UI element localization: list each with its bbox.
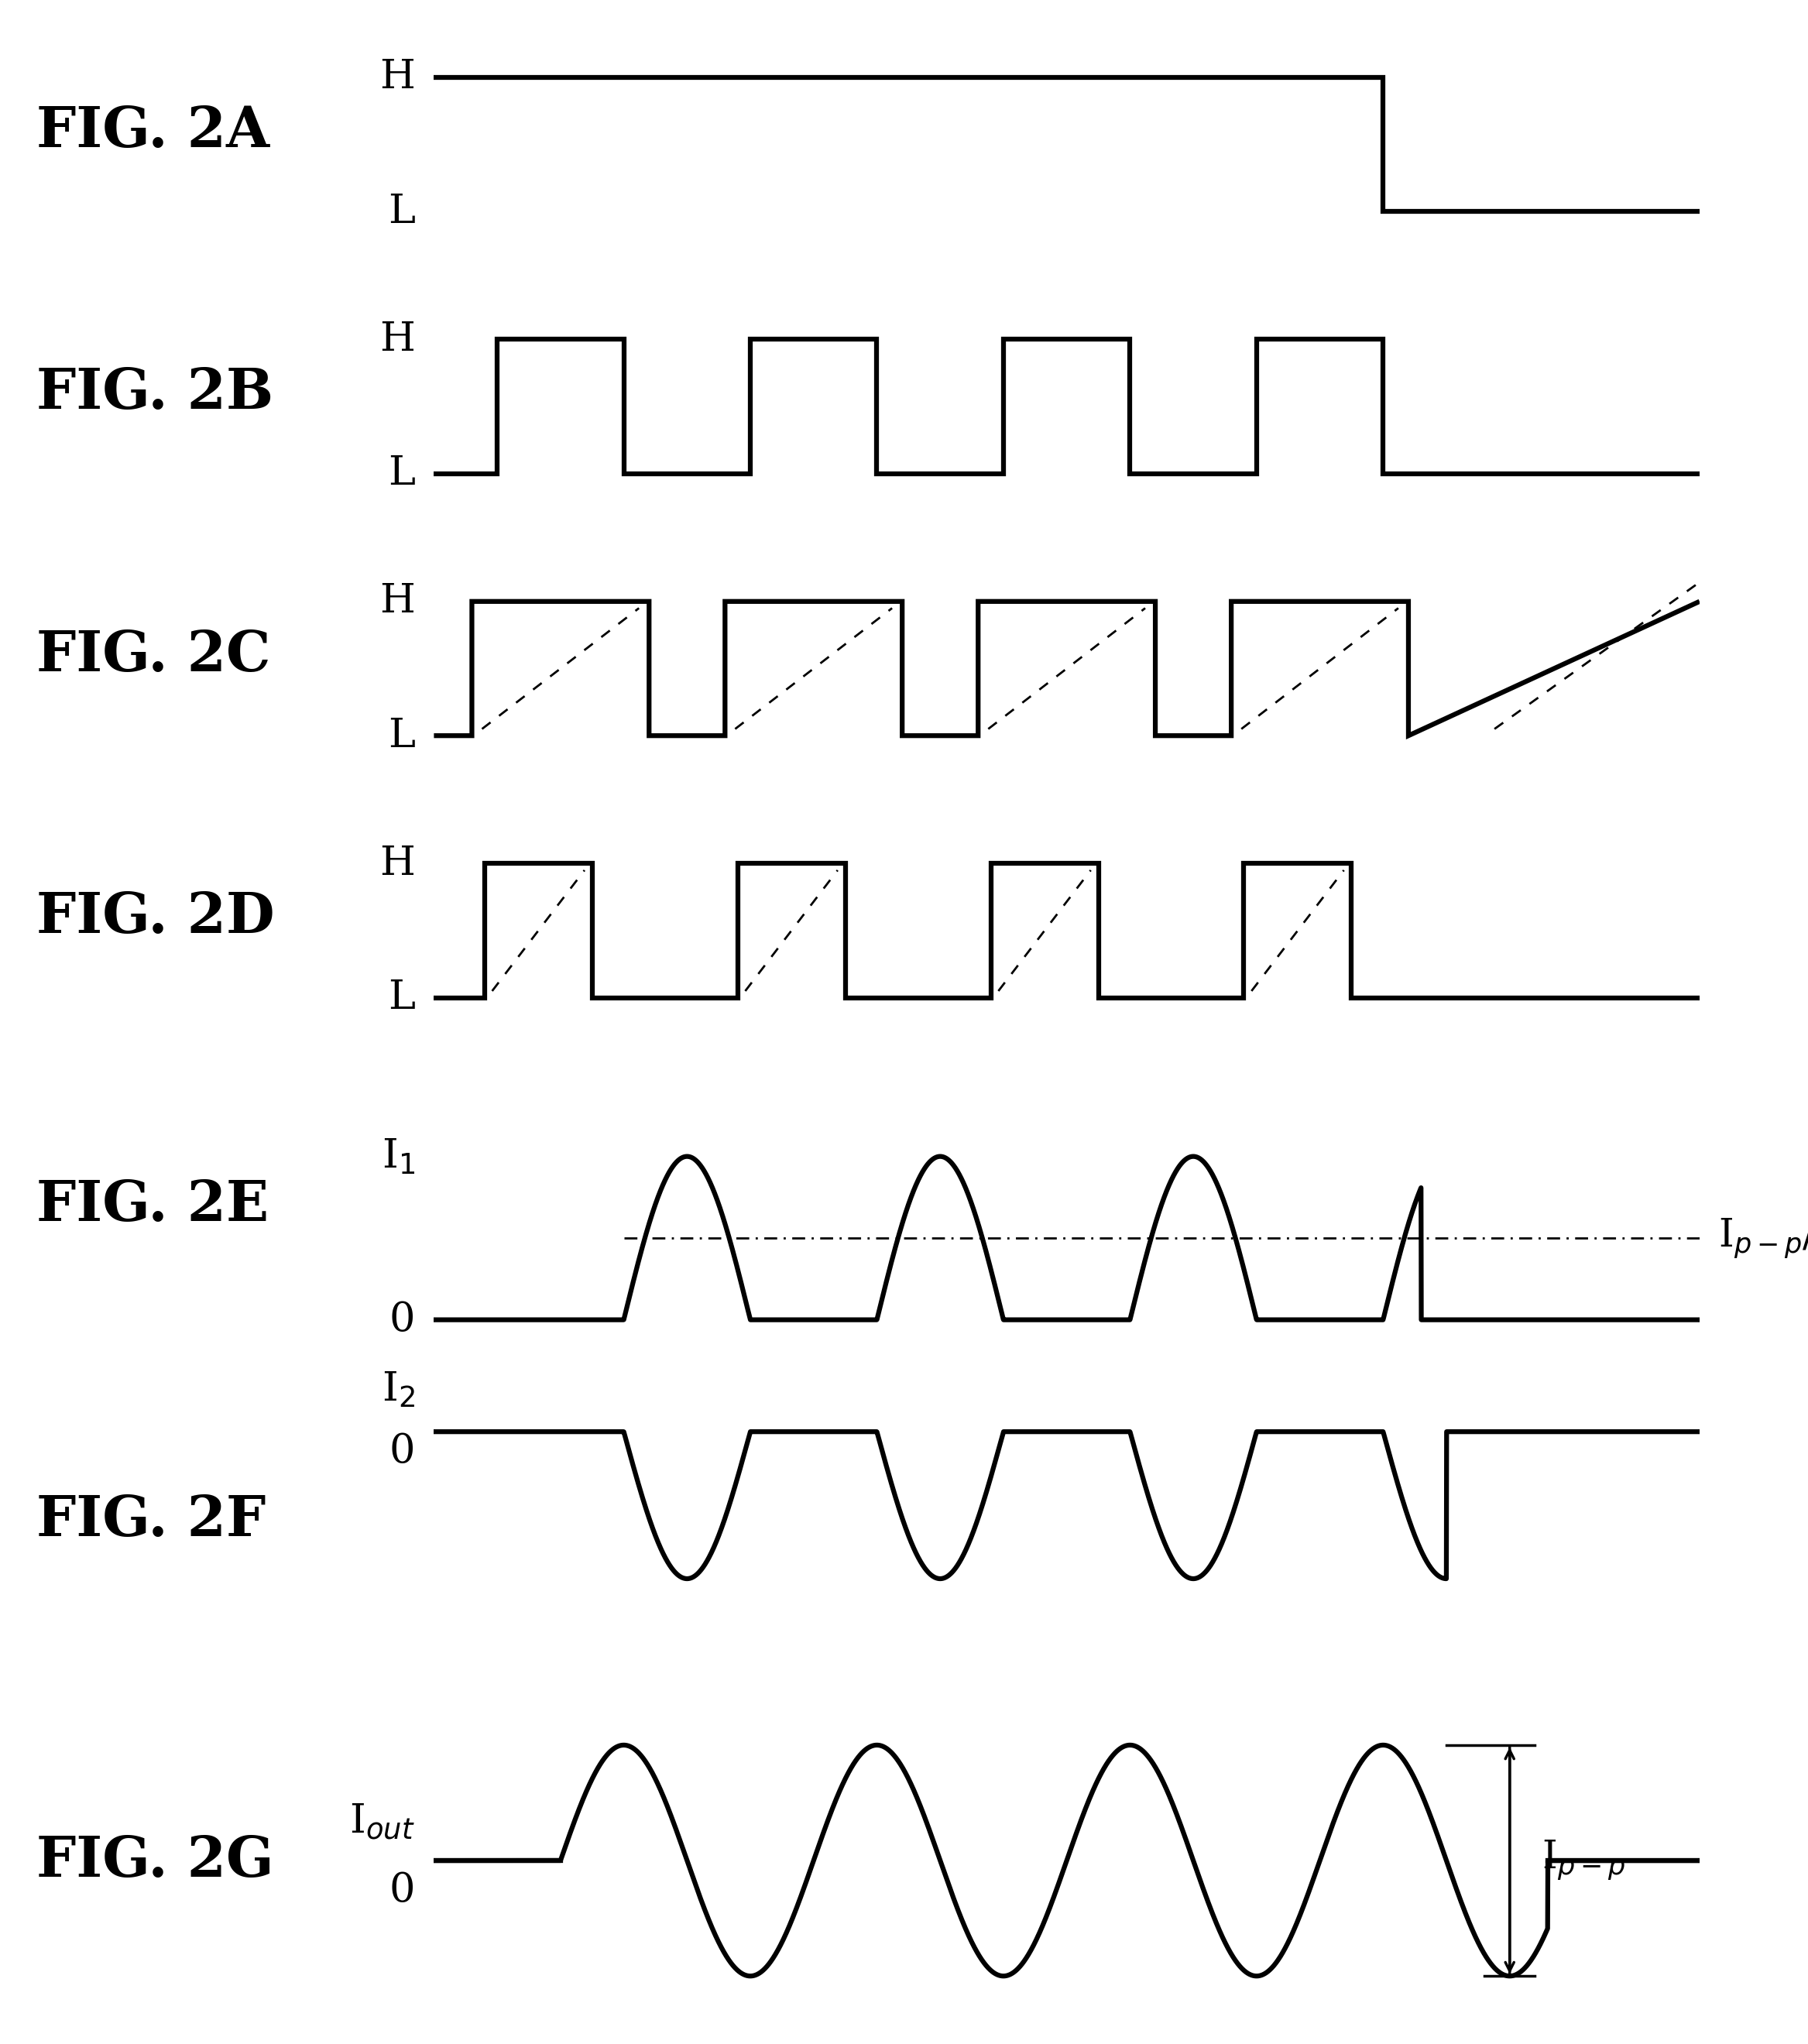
Text: L: L	[389, 977, 414, 1018]
Text: I$_{p-p}$: I$_{p-p}$	[1540, 1840, 1625, 1883]
Text: L: L	[389, 192, 414, 231]
Text: FIG. 2C: FIG. 2C	[36, 628, 271, 683]
Text: FIG. 2F: FIG. 2F	[36, 1492, 266, 1547]
Text: FIG. 2G: FIG. 2G	[36, 1833, 273, 1889]
Text: I$_1$: I$_1$	[381, 1136, 414, 1175]
Text: H: H	[380, 583, 414, 621]
Text: H: H	[380, 844, 414, 883]
Text: I$_{p-p}$/4: I$_{p-p}$/4	[1718, 1216, 1808, 1261]
Text: FIG. 2E: FIG. 2E	[36, 1177, 269, 1233]
Text: FIG. 2B: FIG. 2B	[36, 366, 273, 421]
Text: H: H	[380, 57, 414, 96]
Text: 0: 0	[389, 1431, 414, 1472]
Text: 0: 0	[389, 1870, 414, 1909]
Text: I$_2$: I$_2$	[381, 1369, 414, 1410]
Text: FIG. 2A: FIG. 2A	[36, 104, 269, 159]
Text: FIG. 2D: FIG. 2D	[36, 889, 275, 944]
Text: I$_{out}$: I$_{out}$	[349, 1803, 414, 1842]
Text: L: L	[389, 454, 414, 493]
Text: L: L	[389, 715, 414, 756]
Text: 0: 0	[389, 1300, 414, 1339]
Text: H: H	[380, 319, 414, 360]
